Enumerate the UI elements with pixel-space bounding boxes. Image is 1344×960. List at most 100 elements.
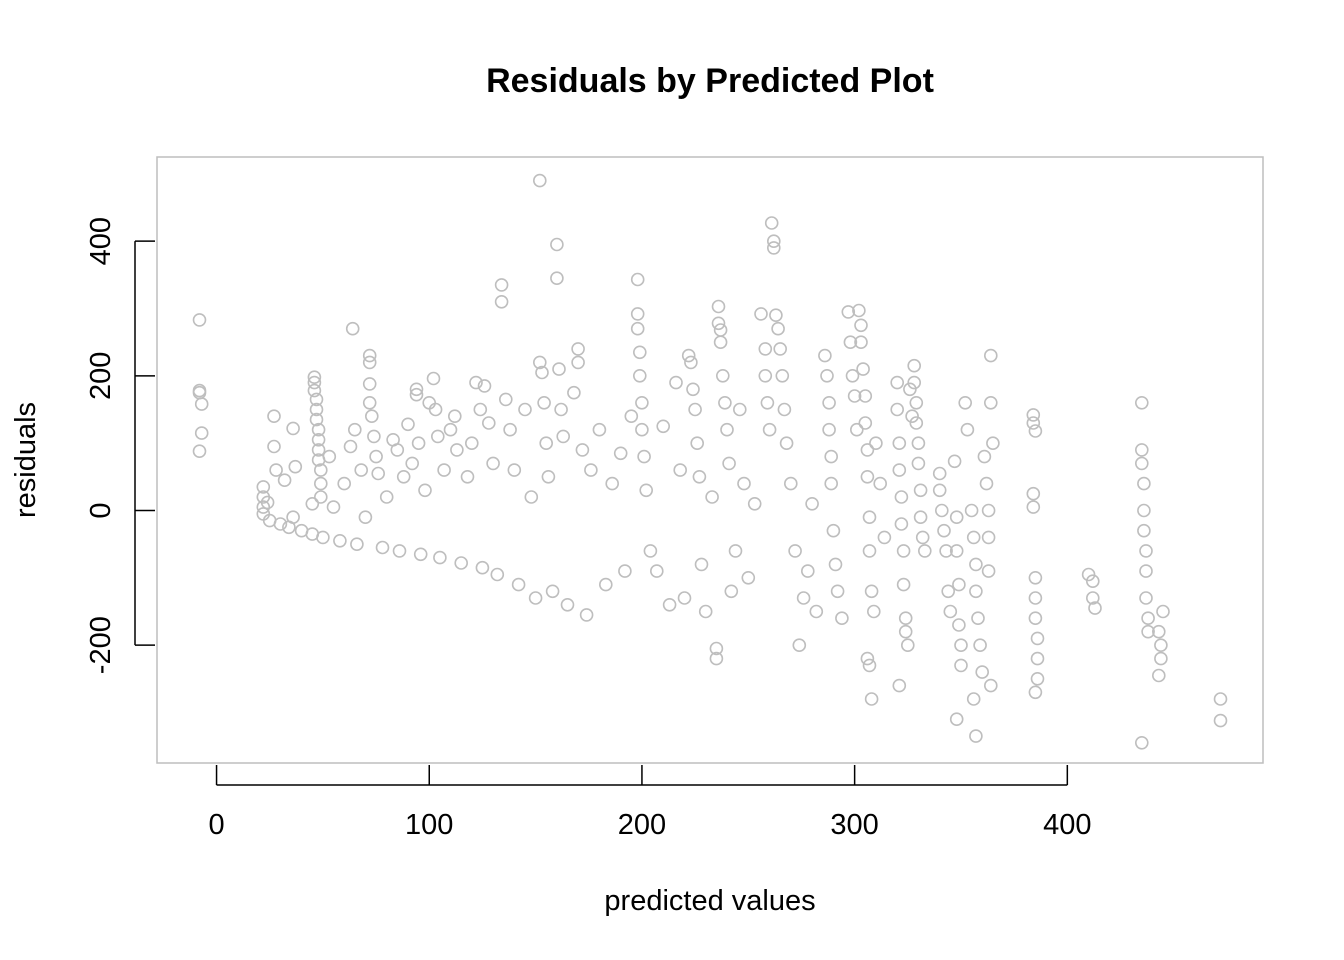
data-point (860, 651, 875, 666)
data-point (584, 463, 598, 477)
data-point (769, 308, 783, 323)
data-point (632, 345, 647, 360)
data-point (460, 469, 475, 484)
data-point (820, 368, 834, 383)
data-point (896, 544, 911, 558)
data-point (1135, 443, 1149, 457)
data-point (847, 389, 862, 403)
data-point (345, 321, 360, 336)
data-point (1137, 523, 1151, 538)
data-point (630, 321, 645, 336)
data-point (1139, 591, 1153, 605)
data-point (326, 500, 341, 514)
data-point (428, 402, 443, 417)
data-point (1086, 591, 1100, 605)
data-point (269, 463, 283, 477)
data-point (909, 416, 924, 430)
x-axis-label: predicted values (604, 885, 815, 917)
data-point (494, 294, 509, 309)
data-point (841, 305, 856, 319)
data-point (732, 402, 747, 417)
data-point (677, 591, 692, 605)
data-point (892, 678, 907, 693)
data-point (418, 483, 432, 498)
data-point (1081, 567, 1096, 582)
data-point (1152, 668, 1166, 683)
data-point (822, 395, 836, 410)
data-point (939, 544, 953, 558)
data-point (311, 443, 326, 457)
data-point (713, 335, 728, 350)
data-point (307, 375, 322, 390)
data-point (954, 658, 968, 673)
data-point (711, 316, 726, 331)
data-point (896, 577, 911, 592)
data-point (983, 348, 998, 363)
data-point (1154, 651, 1168, 666)
data-point (343, 439, 358, 454)
data-point (1141, 611, 1155, 626)
data-point (503, 422, 517, 437)
data-point (969, 729, 983, 743)
data-point (854, 318, 868, 333)
data-point (983, 678, 998, 693)
data-point (605, 476, 620, 491)
data-point (949, 510, 964, 525)
data-point (350, 537, 364, 552)
data-point (554, 402, 568, 417)
data-point (613, 446, 628, 461)
data-point (639, 483, 654, 498)
data-point (737, 476, 751, 491)
data-point (981, 564, 996, 578)
data-point (977, 449, 992, 464)
data-point (1141, 624, 1155, 639)
data-point (900, 638, 915, 653)
data-point (550, 271, 564, 286)
data-point (337, 476, 352, 491)
data-point (313, 463, 328, 477)
data-point (932, 483, 947, 498)
data-point (375, 540, 390, 555)
data-point (1137, 476, 1151, 491)
x-axis: 0 100 200 300 400 (208, 765, 1092, 841)
data-point (858, 416, 873, 430)
data-point (913, 483, 928, 498)
data-point (273, 517, 288, 531)
data-point (632, 368, 647, 383)
data-point (849, 422, 864, 437)
x-tick-label: 400 (1043, 809, 1091, 841)
data-point (194, 397, 209, 411)
data-point (747, 496, 762, 511)
data-point (469, 375, 483, 390)
data-point (975, 665, 990, 679)
data-point (694, 557, 709, 572)
data-point (864, 584, 879, 599)
data-point (528, 591, 543, 605)
data-point (494, 278, 509, 292)
data-point (256, 507, 271, 521)
data-point (552, 362, 566, 376)
data-point (371, 466, 386, 481)
data-point (313, 476, 328, 491)
data-point (267, 409, 281, 424)
data-point (396, 469, 411, 484)
data-point (692, 469, 707, 484)
data-point (860, 443, 875, 457)
data-point (649, 564, 664, 578)
data-point (333, 533, 347, 548)
data-point (1152, 624, 1166, 639)
data-point (949, 544, 964, 558)
data-point (409, 382, 424, 397)
data-point (862, 544, 877, 558)
data-point (422, 395, 437, 410)
data-point (830, 584, 845, 599)
data-point (477, 379, 492, 393)
data-point (966, 530, 981, 545)
data-point (720, 422, 734, 437)
data-point (903, 382, 917, 397)
data-point (779, 436, 794, 451)
data-point (913, 510, 928, 525)
y-tick-label: 200 (85, 352, 117, 400)
data-point (907, 375, 922, 390)
data-point (909, 395, 924, 410)
